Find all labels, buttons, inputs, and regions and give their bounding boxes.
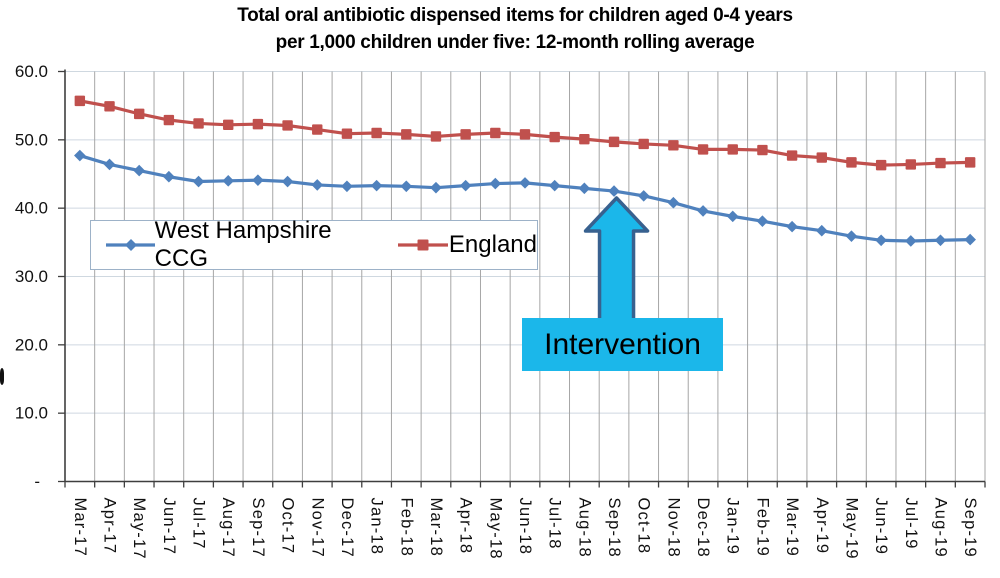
svg-text:Mar-18: Mar-18 <box>427 498 445 557</box>
svg-text:Jul-19: Jul-19 <box>902 498 920 550</box>
legend-label-england: England <box>448 231 537 258</box>
svg-text:Aug-17: Aug-17 <box>219 498 237 558</box>
legend-label-west-hampshire: West Hampshire CCG <box>154 217 332 272</box>
svg-text:Jun-19: Jun-19 <box>872 498 890 556</box>
legend-line-square-icon <box>397 239 448 251</box>
svg-text:Mar-17: Mar-17 <box>71 498 89 557</box>
svg-text:Sep-17: Sep-17 <box>249 498 267 558</box>
svg-text:Jun-18: Jun-18 <box>516 498 534 556</box>
svg-text:Sep-19: Sep-19 <box>961 498 979 558</box>
svg-text:May-17: May-17 <box>130 498 148 560</box>
axes <box>58 69 986 488</box>
svg-text:Jan-18: Jan-18 <box>368 498 386 556</box>
series-england <box>74 95 976 171</box>
svg-text:Mar-19: Mar-19 <box>783 498 801 557</box>
svg-text:Aug-19: Aug-19 <box>931 498 949 558</box>
svg-text:Feb-18: Feb-18 <box>397 498 415 557</box>
chart-title-line2: per 1,000 children under five: 12-month … <box>275 32 755 53</box>
legend-entry-west-hampshire: West Hampshire CCG <box>105 217 381 273</box>
svg-text:Oct-18: Oct-18 <box>635 498 653 555</box>
svg-text:Apr-18: Apr-18 <box>457 498 475 555</box>
svg-text:Dec-18: Dec-18 <box>694 498 712 558</box>
svg-text:Jun-17: Jun-17 <box>160 498 178 556</box>
chart-title-line1: Total oral antibiotic dispensed items fo… <box>237 5 793 26</box>
svg-text:Feb-19: Feb-19 <box>753 498 771 557</box>
legend-entry-england: England <box>397 231 537 259</box>
svg-text:Sep-18: Sep-18 <box>605 498 623 558</box>
intervention-label: Intervention <box>522 318 723 371</box>
svg-text:Nov-18: Nov-18 <box>664 498 682 558</box>
svg-text:May-19: May-19 <box>842 498 860 560</box>
series-west-hampshire-ccg <box>74 149 976 247</box>
svg-text:Dec-17: Dec-17 <box>338 498 356 558</box>
intervention-arrow <box>583 196 650 324</box>
svg-text:30.0: 30.0 <box>15 267 48 286</box>
legend: West Hampshire CCG England <box>90 217 538 273</box>
svg-text:Jul-17: Jul-17 <box>190 498 208 550</box>
svg-text:10.0: 10.0 <box>15 404 48 423</box>
svg-text:20.0: 20.0 <box>15 335 48 354</box>
y-axis-labels: - 10.0 20.0 30.0 40.0 50.0 60.0 <box>15 62 48 491</box>
svg-text:Jul-18: Jul-18 <box>546 498 564 550</box>
svg-text:-: - <box>34 472 40 491</box>
x-axis-labels: Mar-17 Apr-17 May-17 Jun-17 Jul-17 Aug-17 Sep-… <box>71 498 979 560</box>
svg-text:Apr-19: Apr-19 <box>813 498 831 555</box>
svg-text:Nov-17: Nov-17 <box>308 498 326 558</box>
horizontal-gridlines <box>65 71 985 414</box>
svg-text:40.0: 40.0 <box>15 199 48 218</box>
chart-title: Total oral antibiotic dispensed items fo… <box>30 2 1000 56</box>
clipped-y-axis-title-fragment <box>0 368 4 385</box>
svg-text:Jan-19: Jan-19 <box>724 498 742 556</box>
svg-text:Aug-18: Aug-18 <box>575 498 593 558</box>
svg-text:Apr-17: Apr-17 <box>101 498 119 555</box>
svg-text:Oct-17: Oct-17 <box>279 498 297 555</box>
svg-text:60.0: 60.0 <box>15 62 48 81</box>
legend-line-diamond-icon <box>106 239 155 251</box>
svg-text:May-18: May-18 <box>486 498 504 560</box>
svg-text:50.0: 50.0 <box>15 130 48 149</box>
